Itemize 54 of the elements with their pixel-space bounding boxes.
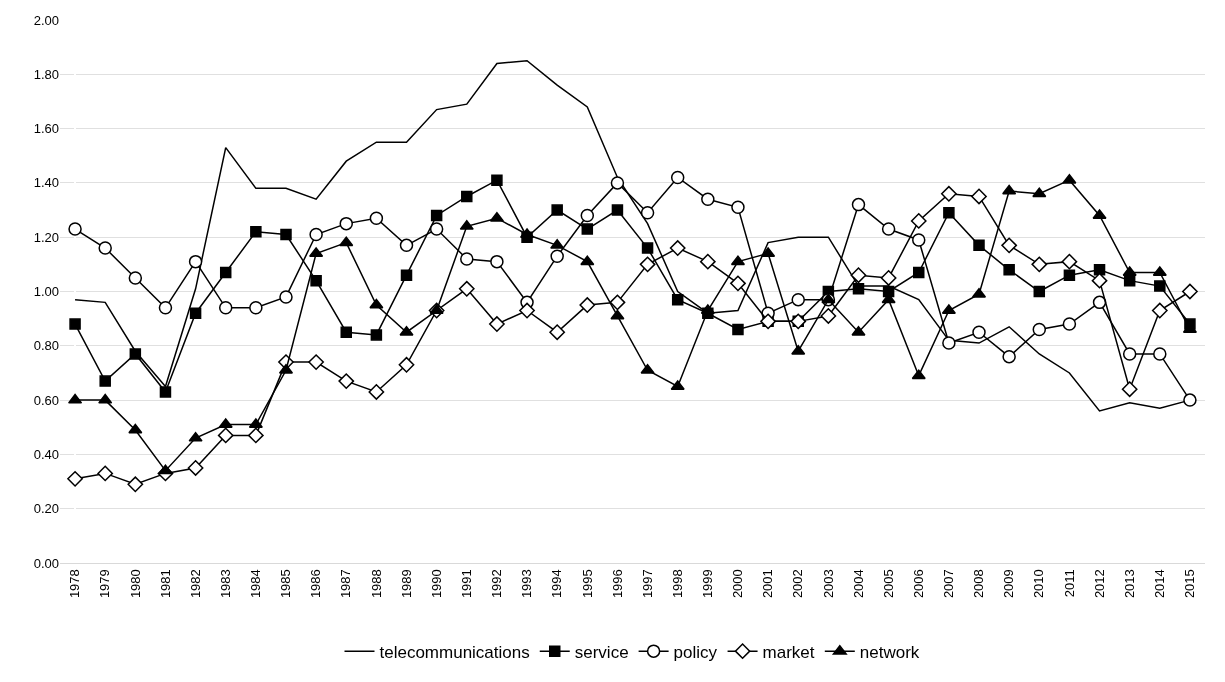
- y-tick-label: 0.60: [33, 392, 59, 408]
- x-tick-label: 1989: [398, 569, 414, 599]
- x-tick-label: 1994: [549, 569, 565, 599]
- legend-label: network: [859, 642, 920, 662]
- x-tick-label: 2004: [850, 569, 866, 599]
- x-tick-label: 1982: [187, 569, 203, 599]
- x-tick-label: 2005: [880, 569, 896, 599]
- x-tick-label: 2009: [1001, 569, 1017, 599]
- legend-label: market: [762, 642, 815, 662]
- y-tick-label: 1.80: [33, 66, 59, 82]
- x-tick-label: 2011: [1061, 569, 1077, 598]
- x-tick-label: 1999: [700, 569, 716, 599]
- x-tick-label: 1996: [609, 569, 625, 599]
- x-tick-label: 1997: [639, 569, 655, 599]
- y-tick-label: 0.20: [33, 501, 59, 517]
- y-tick-label: 1.40: [33, 175, 59, 191]
- x-tick-label: 2013: [1121, 569, 1137, 599]
- y-tick-label: 0.80: [33, 338, 59, 354]
- x-tick-label: 2010: [1031, 569, 1047, 599]
- y-tick-label: 0.00: [33, 555, 59, 571]
- x-tick-label: 2006: [910, 569, 926, 599]
- x-tick-label: 2015: [1182, 569, 1198, 599]
- x-tick-label: 1990: [428, 569, 444, 599]
- x-tick-label: 1988: [368, 569, 384, 599]
- legend-label: telecommunications: [379, 642, 530, 662]
- x-tick-label: 1998: [669, 569, 685, 599]
- x-tick-label: 2000: [730, 569, 746, 599]
- x-tick-label: 2003: [820, 569, 836, 599]
- x-tick-label: 2007: [941, 569, 957, 599]
- x-tick-label: 1978: [67, 569, 83, 599]
- y-tick-label: 1.60: [33, 121, 59, 137]
- x-tick-label: 1981: [157, 569, 173, 599]
- x-tick-label: 1983: [217, 569, 233, 599]
- x-tick-label: 1995: [579, 569, 595, 599]
- y-tick-label: 1.00: [33, 284, 59, 300]
- y-tick-label: 2.00: [33, 12, 59, 28]
- legend-label: policy: [673, 642, 718, 662]
- x-tick-label: 1980: [127, 569, 143, 599]
- x-tick-label: 2012: [1091, 569, 1107, 599]
- x-tick-label: 1991: [459, 569, 475, 599]
- x-tick-label: 2008: [971, 569, 987, 599]
- y-tick-label: 1.20: [33, 229, 59, 245]
- x-tick-label: 1987: [338, 569, 354, 599]
- x-tick-label: 1985: [278, 569, 294, 599]
- x-tick-label: 2014: [1152, 569, 1168, 599]
- x-tick-label: 1992: [489, 569, 505, 599]
- x-tick-label: 2002: [790, 569, 806, 599]
- x-tick-label: 1986: [308, 569, 324, 599]
- x-tick-label: 1993: [519, 569, 535, 599]
- y-tick-label: 0.40: [33, 446, 59, 462]
- x-tick-label: 1979: [97, 569, 113, 599]
- x-tick-label: 1984: [248, 569, 264, 599]
- legend-label: service: [574, 642, 629, 662]
- x-tick-label: 2001: [760, 569, 776, 599]
